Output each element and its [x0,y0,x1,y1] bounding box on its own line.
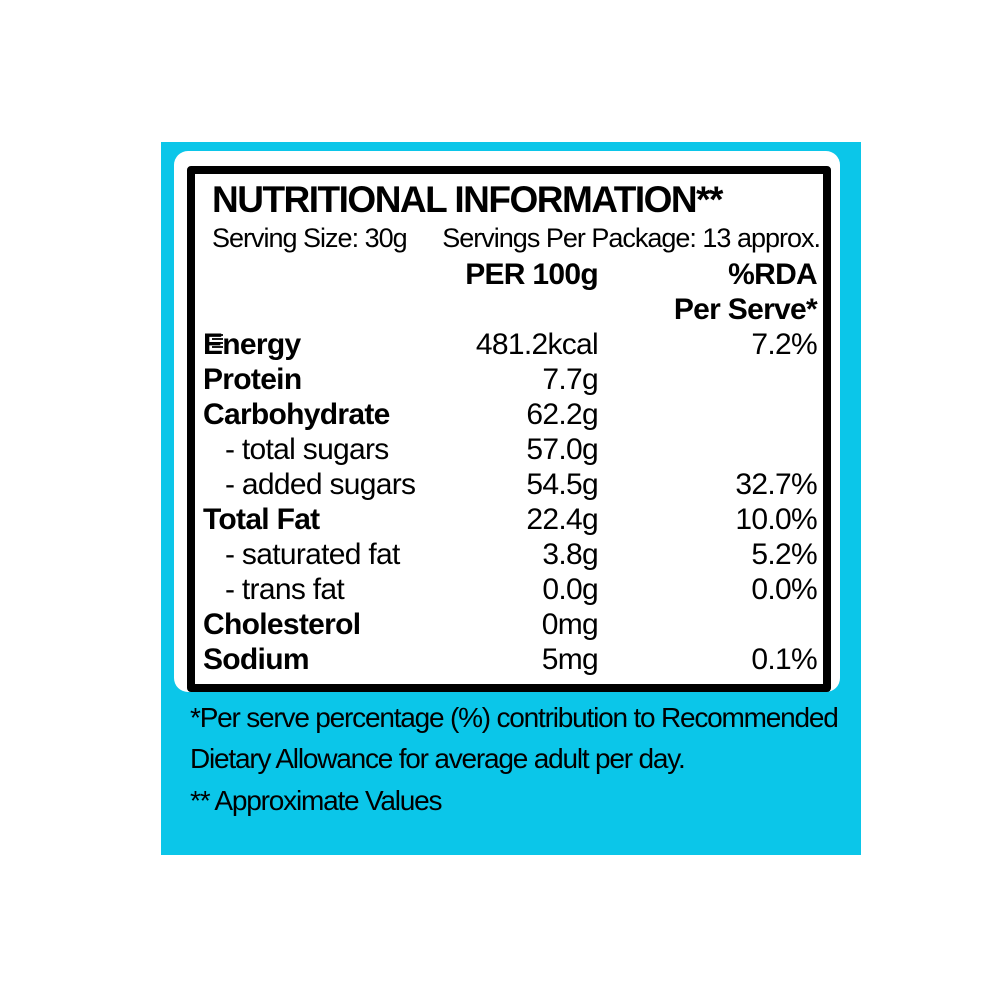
nutrient-label: - saturated fat [225,538,400,571]
table-row-total-sugars: - total sugars 57.0g [203,432,823,467]
nutrient-rda [598,432,823,467]
table-row-added-sugars: - added sugars 54.5g 32.7% [203,467,823,502]
nutrition-card: NUTRITIONAL INFORMATION** Serving Size: … [174,151,840,692]
table-row-sodium: Sodium 5mg 0.1% [203,642,823,677]
nutrient-value: 3.8g [542,538,598,571]
rda-column-header: %RDA [728,258,818,291]
column-header-row: PER 100g %RDA [203,257,823,292]
nutrient-rda: 10.0% [735,503,817,536]
nutrient-label: Cholesterol [203,608,361,641]
nutrient-label: Sodium [203,643,309,676]
table-row-carbohydrate: Carbohydrate 62.2g [203,397,823,432]
nutrient-label: - added sugars [225,468,416,501]
nutrient-label: Carbohydrate [203,398,390,431]
nutrient-rda: 5.2% [751,538,817,571]
nutrient-rda [598,362,823,397]
nutrient-label: Total Fat [203,503,320,536]
table-row-total-fat: Total Fat 22.4g 10.0% [203,502,823,537]
nutrient-rda [598,397,823,432]
table-row-energy: Energy 481.2kcal 7.2% [203,327,823,362]
nutrient-rda: 0.1% [751,643,817,676]
table-row-cholesterol: Cholesterol 0mg [203,607,823,642]
nutrient-value: 7.7g [542,363,598,396]
column-subheader-row: Per Serve* [203,292,823,327]
serving-size-text: Serving Size: 30g [212,223,408,253]
serving-info-line: Serving Size: 30g Servings Per Package: … [212,220,821,256]
footnote-dietary-allowance: Dietary Allowance for average adult per … [190,743,686,774]
footnote-approximate-values: ** Approximate Values [190,785,443,816]
label-cyan-background: NUTRITIONAL INFORMATION** Serving Size: … [161,142,861,855]
nutrient-rda: 0.0% [751,573,817,606]
nutrient-label: - trans fat [225,573,345,606]
per-100g-column-header: PER 100g [465,258,599,291]
nutrient-label: Energy [203,328,301,361]
table-row-protein: Protein 7.7g [203,362,823,397]
nutrient-value: 0.0g [542,573,598,606]
table-row-saturated-fat: - saturated fat 3.8g 5.2% [203,537,823,572]
servings-per-package-text: Servings Per Package: 13 approx. [442,223,821,253]
nutrient-value: 481.2kcal [475,328,599,361]
footnote-per-serve: *Per serve percentage (%) contribution t… [190,702,839,733]
nutrient-value: 54.5g [526,468,598,501]
footnotes: *Per serve percentage (%) contribution t… [190,697,839,821]
nutrient-label: - total sugars [225,433,389,466]
per-serve-column-subheader: Per Serve* [673,293,818,326]
nutrient-value: 22.4g [526,503,598,536]
nutrition-title: NUTRITIONAL INFORMATION** [212,179,723,220]
nutrient-rda: 7.2% [751,328,817,361]
nutrient-value: 62.2g [526,398,598,431]
nutrient-value: 57.0g [526,433,598,466]
nutrient-rda [598,607,823,642]
nutrient-value: 0mg [541,608,599,641]
nutrition-table-box: NUTRITIONAL INFORMATION** Serving Size: … [187,166,831,692]
print-artifact-stripes [212,334,223,350]
nutrition-table: PER 100g %RDA Per Serve* Energy 481.2kca… [203,257,823,677]
header-spacer [203,257,453,292]
nutrient-value: 5mg [541,643,599,676]
nutrient-label: Protein [203,363,302,396]
table-row-trans-fat: - trans fat 0.0g 0.0% [203,572,823,607]
nutrient-rda: 32.7% [735,468,817,501]
